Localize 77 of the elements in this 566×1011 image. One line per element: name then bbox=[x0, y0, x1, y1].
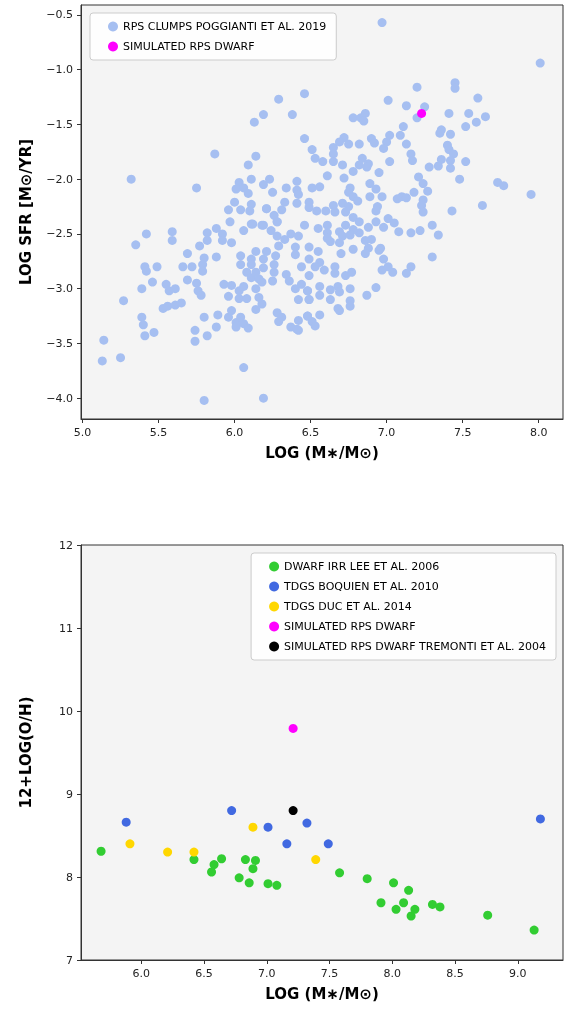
point bbox=[240, 855, 250, 865]
legend-label: SIMULATED RPS DWARF TREMONTI ET AL. 2004 bbox=[284, 640, 546, 653]
point bbox=[207, 867, 217, 877]
y-tick-label: 9 bbox=[66, 787, 73, 801]
y-tick-label: 8 bbox=[66, 870, 73, 884]
x-tick-label: 7.0 bbox=[258, 967, 276, 980]
x-tick-label: 8.0 bbox=[529, 426, 548, 439]
point bbox=[483, 910, 493, 920]
point bbox=[234, 873, 244, 883]
point bbox=[227, 806, 237, 816]
y-tick-label: −3.0 bbox=[46, 282, 73, 296]
y-tick-label: 11 bbox=[59, 621, 73, 635]
y-tick-label: −1.5 bbox=[46, 117, 73, 131]
x-tick-label: 9.0 bbox=[509, 967, 527, 980]
point bbox=[391, 904, 401, 914]
point bbox=[335, 868, 345, 878]
point bbox=[244, 878, 254, 888]
point bbox=[323, 839, 333, 849]
point bbox=[389, 878, 399, 888]
y-tick-label: −0.5 bbox=[46, 8, 73, 22]
y-tick-label: 10 bbox=[59, 704, 73, 718]
point bbox=[125, 839, 135, 849]
y-axis-title: 12+LOG(O/H) bbox=[16, 696, 35, 809]
x-tick-label: 6.0 bbox=[225, 426, 244, 439]
point bbox=[263, 822, 273, 832]
x-tick-label: 6.5 bbox=[195, 967, 213, 980]
x-tick-label: 8.0 bbox=[383, 967, 402, 980]
point bbox=[217, 854, 227, 864]
point bbox=[311, 855, 321, 865]
point bbox=[302, 818, 312, 828]
point bbox=[410, 904, 420, 914]
point bbox=[272, 880, 282, 890]
x-axis-title: LOG (M∗/M⊙) bbox=[265, 984, 379, 1003]
y-tick-label: −1.0 bbox=[46, 63, 73, 77]
x-tick-label: 6.5 bbox=[301, 426, 320, 439]
point bbox=[362, 874, 372, 884]
x-axis-title: LOG (M∗/M⊙) bbox=[265, 443, 379, 462]
point bbox=[248, 822, 258, 832]
point bbox=[163, 847, 173, 857]
point bbox=[399, 898, 409, 908]
point bbox=[288, 806, 298, 816]
legend-label: DWARF IRR LEE ET AL. 2006 bbox=[284, 560, 440, 573]
y-tick-label: −2.5 bbox=[46, 227, 73, 241]
point bbox=[282, 839, 292, 849]
point bbox=[529, 925, 539, 935]
legend-label: RPS CLUMPS POGGIANTI ET AL. 2019 bbox=[123, 20, 327, 33]
legend-label: TDGS DUC ET AL. 2014 bbox=[283, 600, 412, 613]
y-tick-label: −4.0 bbox=[46, 391, 73, 405]
x-tick-label: 8.5 bbox=[446, 967, 464, 980]
x-tick-label: 6.0 bbox=[132, 967, 150, 980]
x-tick-label: 7.5 bbox=[453, 426, 472, 439]
point bbox=[376, 898, 386, 908]
point bbox=[535, 814, 545, 824]
point bbox=[427, 899, 437, 909]
point bbox=[209, 860, 219, 870]
legend-label: SIMULATED RPS DWARF bbox=[123, 40, 255, 53]
y-tick-label: −3.5 bbox=[46, 336, 73, 350]
x-tick-label: 7.5 bbox=[320, 967, 339, 980]
point bbox=[263, 879, 273, 889]
point bbox=[121, 817, 131, 827]
y-tick-label: −2.0 bbox=[46, 172, 73, 186]
point bbox=[250, 855, 260, 865]
y-tick-label: 7 bbox=[66, 953, 73, 967]
point bbox=[406, 911, 416, 921]
point bbox=[96, 846, 106, 856]
x-tick-label: 7.0 bbox=[377, 426, 396, 439]
legend-label: SIMULATED RPS DWARF bbox=[284, 620, 416, 633]
point bbox=[189, 847, 199, 857]
point bbox=[435, 902, 445, 912]
x-tick-label: 5.5 bbox=[149, 426, 168, 439]
y-axis-title: LOG SFR [M⊙/YR] bbox=[16, 138, 35, 286]
x-tick-label: 5.0 bbox=[73, 426, 92, 439]
point bbox=[288, 723, 298, 733]
legend-label: TDGS BOQUIEN ET AL. 2010 bbox=[283, 580, 439, 593]
point bbox=[248, 864, 258, 874]
y-tick-label: 12 bbox=[59, 538, 73, 552]
point bbox=[404, 885, 414, 895]
